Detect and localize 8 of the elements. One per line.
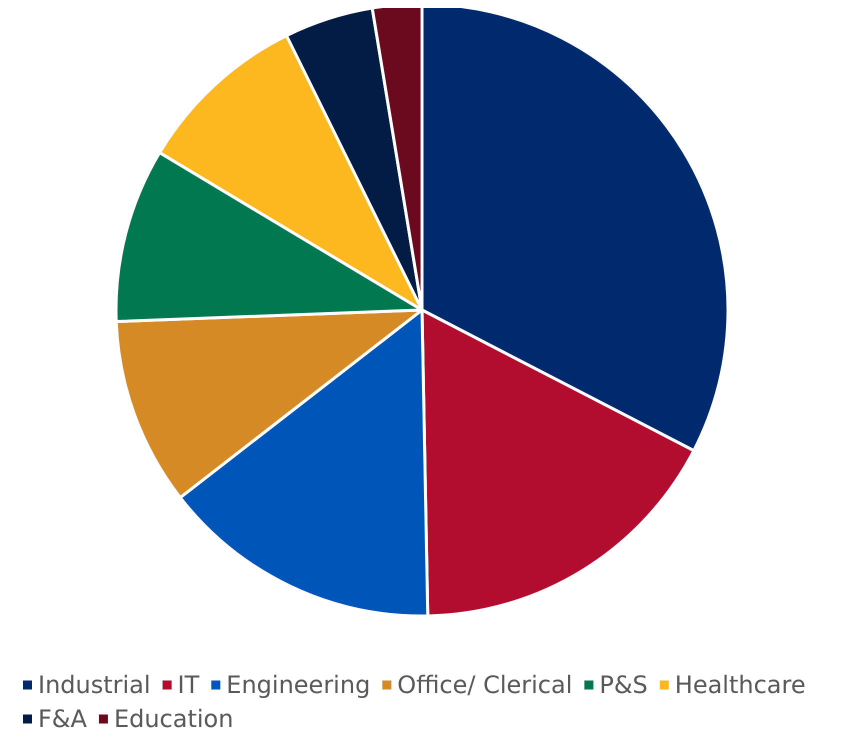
legend-label: IT [178,671,200,699]
legend-label: Engineering [226,671,370,699]
legend-label: P&S [599,671,648,699]
legend-label: Healthcare [674,671,806,699]
legend-label: Education [114,705,234,733]
legend-label: Industrial [38,671,151,699]
legend-label: Office/ Clerical [397,671,572,699]
legend-label: F&A [38,705,88,733]
